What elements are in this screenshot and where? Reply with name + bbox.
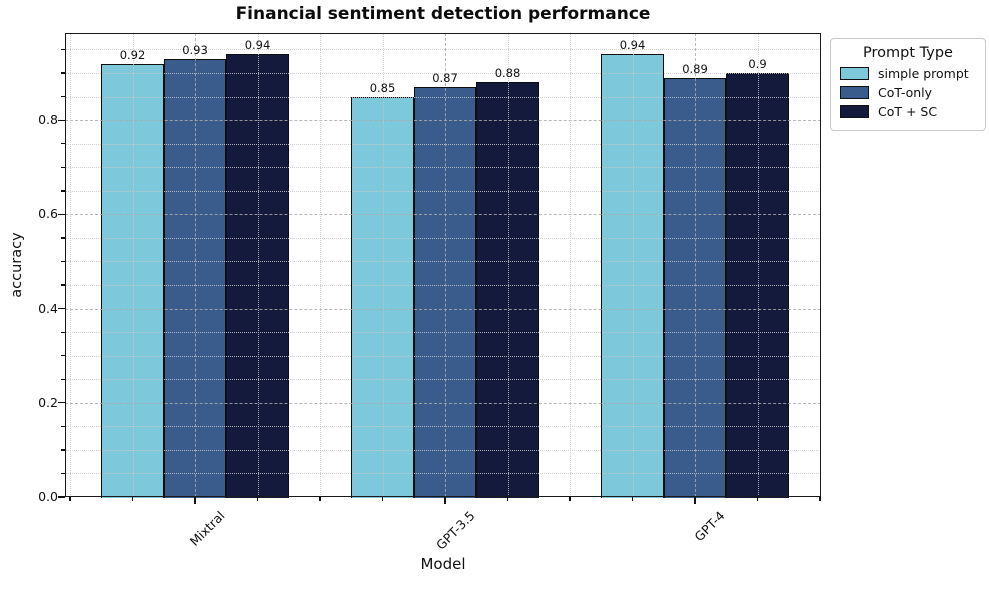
gridline-horizontal — [65, 379, 821, 381]
bar-value-label: 0.94 — [619, 38, 646, 53]
legend-swatch — [840, 86, 869, 99]
y-tick-mark — [60, 95, 65, 98]
legend-swatch — [840, 105, 869, 118]
bar-value-label: 0.9 — [748, 57, 767, 72]
bar-value-label: 0.94 — [244, 38, 271, 53]
x-tick-mark — [694, 497, 696, 504]
y-axis-label: accuracy — [9, 232, 25, 298]
x-tick-label-text: GPT-3.5 — [432, 508, 478, 553]
bar-value-label: 0.85 — [369, 80, 396, 95]
gridline-vertical — [757, 33, 759, 497]
y-tick-mark — [58, 213, 65, 216]
y-tick-mark — [58, 496, 65, 498]
y-tick-mark — [60, 472, 65, 475]
legend-item-label: CoT + SC — [878, 104, 938, 119]
y-tick-mark — [60, 237, 65, 239]
x-tick-label-text: Mixtral — [186, 508, 228, 549]
y-tick-mark — [60, 449, 65, 451]
chart-title: Financial sentiment detection performanc… — [235, 4, 651, 24]
y-tick-mark — [58, 402, 65, 404]
gridline-horizontal — [65, 285, 821, 287]
x-tick-mark — [756, 497, 759, 501]
x-tick-mark — [131, 497, 134, 501]
y-tick-label: 0.0 — [38, 489, 58, 504]
legend-item-simple-prompt: simple prompt — [840, 66, 976, 81]
bar-value-label: 0.92 — [119, 47, 146, 62]
x-tick-label-text: GPT-4 — [691, 508, 728, 545]
x-tick-mark — [381, 497, 384, 501]
gridline-horizontal — [65, 426, 821, 428]
x-tick-mark — [506, 497, 509, 501]
gridline-vertical — [632, 33, 634, 497]
y-tick-mark — [60, 166, 65, 168]
y-tick-mark — [60, 143, 65, 145]
x-tick-mark — [444, 497, 446, 504]
gridline-vertical — [320, 33, 321, 497]
gridline-horizontal — [65, 355, 821, 357]
gridline-vertical — [570, 33, 571, 497]
gridline-horizontal — [65, 402, 821, 404]
gridline-horizontal — [65, 73, 821, 75]
gridline-vertical — [132, 33, 134, 497]
gridline-vertical — [820, 33, 821, 497]
bar-value-label: 0.87 — [432, 71, 458, 86]
x-tick-mark — [69, 497, 71, 501]
x-tick-mark — [569, 497, 571, 501]
gridline-vertical — [382, 33, 384, 497]
x-tick-mark — [631, 497, 634, 501]
x-tick-mark — [819, 497, 821, 501]
gridline-horizontal — [65, 449, 821, 451]
gridline-vertical — [507, 33, 509, 497]
legend-swatch — [840, 67, 869, 80]
gridline-horizontal — [65, 237, 821, 239]
legend-title: Prompt Type — [863, 45, 953, 61]
y-tick-mark — [60, 355, 65, 357]
gridline-horizontal — [65, 308, 821, 310]
gridline-horizontal — [65, 96, 821, 98]
gridline-horizontal — [65, 167, 821, 169]
legend-item-cot-only: CoT-only — [840, 85, 976, 100]
gridline-horizontal — [65, 332, 821, 334]
x-axis-label: Model — [420, 555, 466, 573]
y-tick-mark — [60, 425, 65, 428]
y-tick-label: 0.6 — [38, 206, 58, 222]
x-tick-mark — [256, 497, 259, 501]
y-tick-mark — [58, 119, 65, 121]
gridline-vertical — [70, 33, 71, 497]
y-tick-label: 0.8 — [38, 112, 58, 128]
gridline-horizontal — [65, 473, 821, 475]
y-tick-mark — [60, 48, 65, 51]
gridline-vertical — [195, 33, 196, 497]
gridline-horizontal — [65, 120, 821, 122]
legend-item-cot-+-sc: CoT + SC — [840, 104, 976, 119]
y-tick-mark — [58, 307, 65, 310]
gridline-vertical — [445, 33, 446, 497]
y-tick-mark — [60, 284, 65, 286]
gridline-vertical — [257, 33, 259, 497]
bar-value-label: 0.88 — [494, 66, 521, 81]
y-tick-label: 0.4 — [38, 300, 58, 316]
legend: Prompt Type simple prompt CoT-only CoT + S… — [830, 38, 986, 131]
y-tick-mark — [60, 378, 65, 380]
y-tick-label: 0.2 — [38, 394, 58, 410]
y-tick-mark — [60, 72, 65, 74]
bar-value-label: 0.93 — [182, 42, 208, 57]
y-tick-mark — [60, 260, 65, 263]
gridline-vertical — [695, 33, 696, 497]
gridline-horizontal — [65, 214, 821, 216]
gridline-horizontal — [65, 143, 821, 145]
legend-item-label: CoT-only — [878, 85, 933, 100]
bar-value-label: 0.89 — [682, 61, 708, 76]
plot-area: 0.92 0.85 0.94 0.93 0.87 0.89 0.94 0.88 0.9 — [65, 33, 821, 498]
legend-item-label: simple prompt — [878, 66, 969, 81]
y-tick-mark — [60, 190, 65, 192]
gridline-horizontal — [65, 190, 821, 192]
legend-items: simple prompt CoT-only CoT + SC — [840, 66, 976, 119]
y-tick-mark — [60, 331, 65, 333]
gridline-horizontal — [65, 49, 821, 51]
x-tick-mark — [194, 497, 196, 504]
gridline-horizontal — [65, 261, 821, 263]
x-tick-mark — [319, 497, 321, 501]
